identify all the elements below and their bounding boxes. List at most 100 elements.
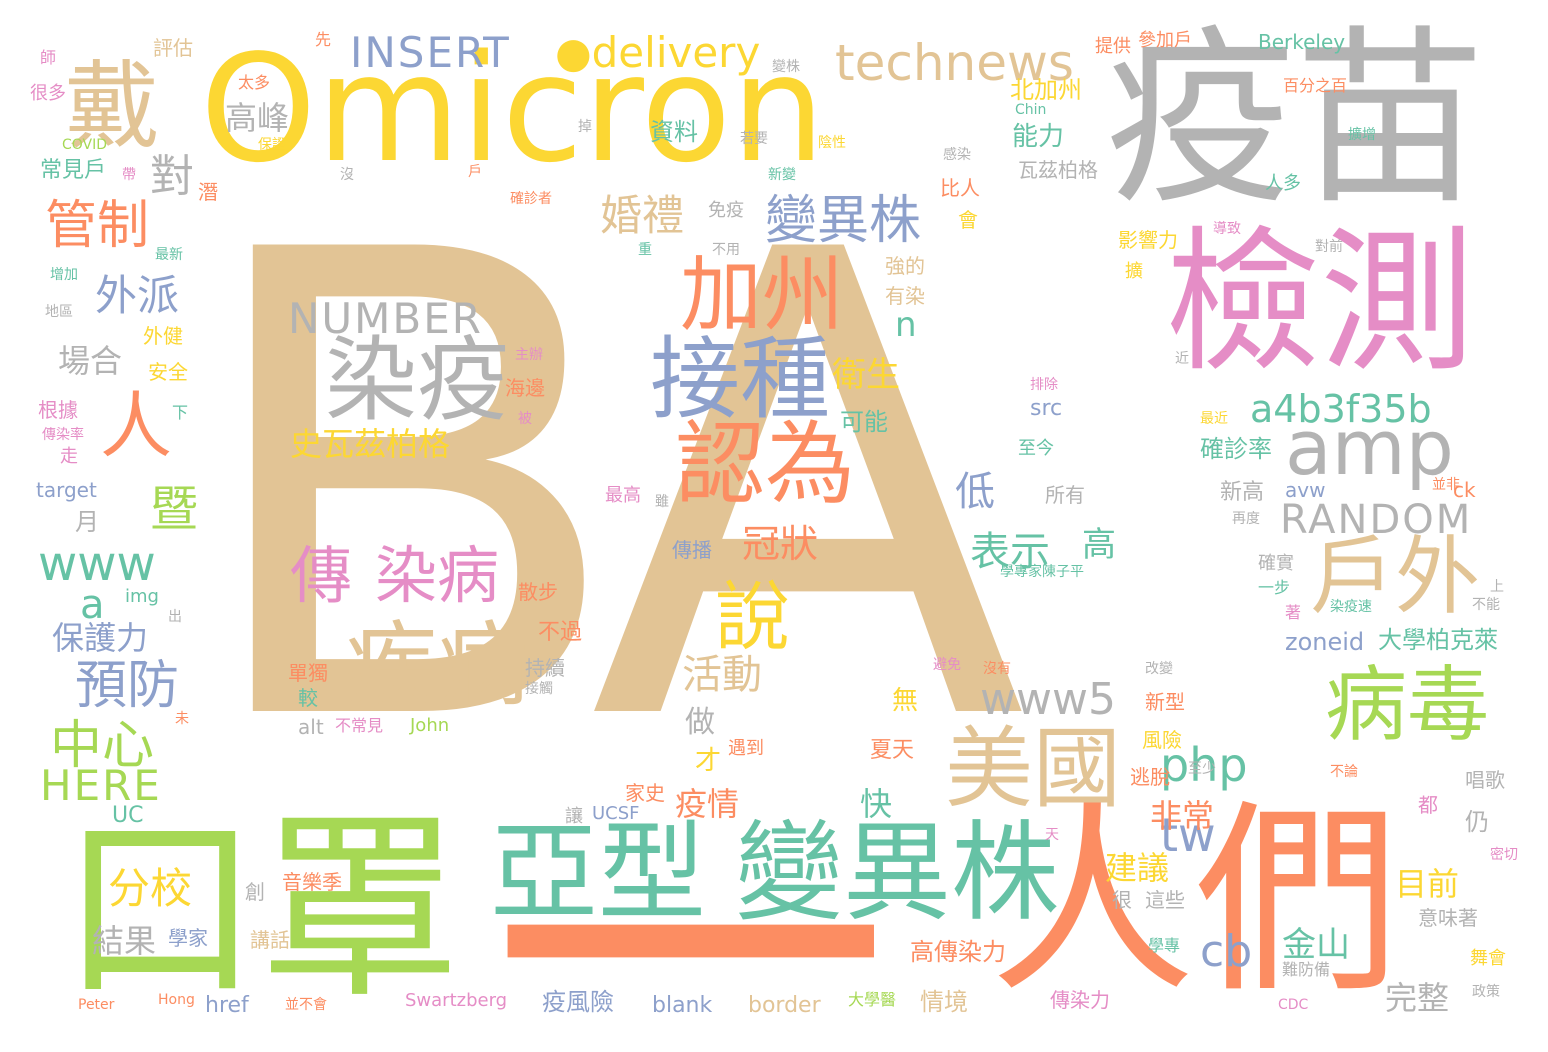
word-no-need: 不用 [712, 242, 740, 258]
word-variant-mid: 變異株 [765, 191, 922, 251]
word-chuan: 傳 [290, 539, 353, 612]
word-uc: UC [112, 803, 144, 828]
word-fast: 快 [860, 785, 893, 823]
word-transmission-rate: 傳染率 [42, 427, 84, 443]
word-href: href [205, 993, 249, 1018]
word-www: www [38, 536, 156, 592]
word-prevention: 預防 [75, 656, 180, 716]
word-swartz: 瓦茲柏格 [1018, 158, 1098, 182]
word-out: 出 [168, 609, 182, 625]
word-crown: 冠狀 [742, 522, 819, 566]
word-step: 一步 [1258, 578, 1291, 597]
word-golden: 金山 [1282, 925, 1350, 965]
word-not-will: 並不會 [285, 997, 327, 1013]
word-subtype: 亞型 [490, 811, 707, 936]
word-avoid: 避免 [933, 657, 961, 673]
word-seaside: 海邊 [505, 376, 545, 400]
word-regardless: 不論 [1330, 764, 1358, 780]
word-vaccine: 疫苗 [1105, 9, 1486, 230]
word-random: RANDOM [1280, 497, 1473, 543]
word-cdc: CDC [1278, 997, 1309, 1013]
word-exclude: 排除 [1030, 377, 1058, 393]
word-med-school: 大學醫 [848, 990, 897, 1009]
word-activity: 活動 [682, 652, 762, 698]
word-again: 再度 [1232, 511, 1260, 527]
word-disease: 疾病 [345, 612, 530, 719]
word-high-transmission: 高傳染力 [910, 938, 1006, 966]
word-policy: 政策 [1472, 984, 1500, 1000]
word-a: a [80, 582, 105, 628]
word-will: 會 [958, 208, 978, 232]
word-ucsf: UCSF [592, 803, 640, 824]
word-border: border [748, 993, 821, 1018]
word-by: 被 [518, 411, 532, 427]
word-expand-single: 擴 [1125, 261, 1143, 282]
word-vaccination: 接種 [650, 327, 830, 432]
word-summer: 夏天 [870, 738, 915, 763]
word-usa: 美國 [945, 717, 1122, 820]
word-not: 沒 [340, 167, 354, 183]
word-scenario: 情境 [920, 988, 968, 1016]
word-berkeley: Berkeley [1258, 30, 1346, 54]
word-testing: 檢測 [1165, 212, 1475, 393]
word-chin: Chin [1015, 102, 1047, 118]
word-assign: 外派 [95, 271, 180, 320]
word-not-yet: 未 [175, 711, 189, 727]
word-alone: 單獨 [288, 661, 328, 685]
word-scientist: 學家 [168, 926, 208, 950]
word-evaluate: 評估 [153, 36, 193, 60]
word-john: John [410, 715, 450, 736]
word-north-california: 北加州 [1010, 76, 1082, 104]
word-participate: 參加戶 [1138, 30, 1192, 51]
word-peter: Peter [78, 997, 115, 1013]
word-expert: 學專 [1148, 936, 1181, 955]
word-region: 地區 [45, 304, 73, 320]
word-down: 下 [172, 403, 189, 422]
word-variant-large: 變異株 [735, 811, 1060, 936]
word-expand: 擴增 [1348, 127, 1376, 143]
word-virus: 病毒 [1325, 658, 1490, 753]
word-increase: 增加 [50, 267, 78, 283]
word-low: 低 [955, 469, 995, 515]
word-all-are: 都 [1418, 793, 1438, 817]
word-relatively: 較 [298, 686, 318, 710]
word-blank: blank [652, 993, 713, 1018]
word-infected: 染疫 [325, 327, 510, 434]
word-say: 說 [715, 573, 791, 661]
word-uc-berkeley: 大學柏克萊 [1378, 626, 1498, 654]
word-to: 對 [150, 151, 194, 202]
word-spread: 傳播 [672, 538, 712, 562]
word-risk: 風險 [1142, 728, 1182, 752]
word-believe: 認為 [675, 412, 855, 517]
word-swartzberg: Swartzberg [405, 990, 508, 1011]
word-insert: INSERT [350, 28, 511, 77]
word-these: 這些 [1145, 888, 1185, 912]
word-according: 根據 [38, 398, 78, 422]
word-dance: 舞會 [1470, 948, 1506, 969]
word-california: 加州 [680, 248, 845, 343]
word-new-variant: 新變 [768, 167, 796, 183]
word-not-is: 並非 [1432, 477, 1460, 493]
word-teacher: 師 [40, 48, 57, 67]
word-img: img [125, 586, 159, 607]
word-avw: avw [1285, 478, 1326, 502]
word-family-history: 家史 [625, 781, 665, 805]
word-ba: BA [190, 117, 1027, 862]
word-possible: 可能 [840, 408, 888, 436]
word-epidemic-risk: 疫風險 [542, 988, 614, 1016]
word-transmissibility: 傳染力 [1050, 988, 1110, 1012]
word-do: 做 [685, 705, 715, 740]
word-strong: 強的 [885, 254, 925, 278]
word-variant-small: 變株 [772, 59, 800, 75]
word-zhe: 著 [1285, 603, 1302, 622]
word-infect-speed: 染疫速 [1330, 599, 1372, 615]
word-outdoor-health: 外健 [143, 324, 183, 348]
word-recently: 最近 [1200, 411, 1228, 427]
word-still: 仍 [1465, 808, 1489, 836]
word-wedding: 婚禮 [600, 191, 685, 240]
word-health: 衛生 [832, 355, 900, 395]
word-zoneid: zoneid [1285, 628, 1365, 656]
word-influence: 影響力 [1118, 228, 1178, 252]
word-result: 結果 [92, 922, 157, 960]
word-guarantee: 保證 [258, 137, 286, 153]
